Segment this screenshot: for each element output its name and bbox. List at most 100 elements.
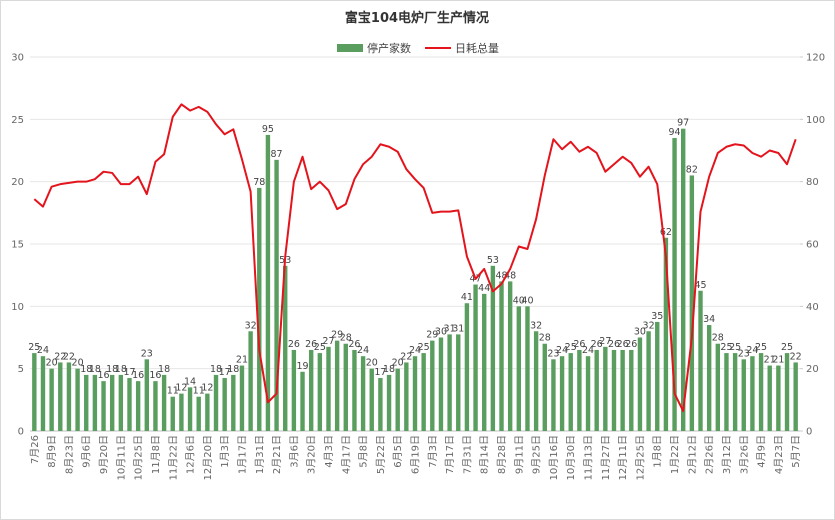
bar (724, 353, 729, 431)
bar (482, 293, 487, 431)
x-tick-label: 10月25日 (133, 435, 145, 480)
x-tick-label: 8月9日 (46, 435, 58, 468)
bar-value-label: 26 (617, 339, 629, 350)
bar (447, 334, 452, 431)
x-tick-label: 7月17日 (444, 435, 456, 474)
bar-value-label: 82 (686, 164, 698, 175)
bar (646, 331, 651, 431)
bar (637, 337, 643, 431)
bar (49, 368, 54, 431)
bar-value-label: 41 (461, 292, 473, 303)
bar-value-label: 16 (132, 370, 144, 381)
x-tick-label: 8月14日 (479, 435, 491, 474)
bar-value-label: 23 (738, 348, 750, 359)
x-tick-label: 8月23日 (63, 435, 75, 474)
bar-value-label: 31 (444, 323, 456, 334)
bar (66, 362, 72, 431)
y2-tick-label: 40 (806, 302, 819, 313)
bar-value-label: 16 (149, 370, 161, 381)
bar (239, 365, 245, 431)
bar (32, 353, 37, 431)
bar (438, 337, 444, 431)
bar-value-label: 28 (340, 333, 352, 344)
bar-value-label: 25 (720, 342, 732, 353)
bar (360, 356, 366, 431)
x-tick-label: 2月26日 (704, 435, 716, 474)
bar-value-label: 22 (63, 351, 75, 362)
bar (456, 334, 461, 431)
bar (257, 187, 262, 431)
bar (369, 368, 374, 431)
y-tick-label: 30 (11, 53, 24, 64)
x-tick-label: 4月3日 (323, 435, 335, 468)
bar (784, 353, 790, 431)
bar (334, 340, 340, 431)
bar-value-label: 28 (539, 333, 551, 344)
y2-tick-label: 20 (806, 364, 819, 375)
bar (274, 159, 279, 431)
x-tick-label: 7月3日 (427, 435, 439, 468)
bar-value-label: 22 (790, 351, 802, 362)
bar (568, 353, 573, 431)
bar (655, 321, 660, 431)
y-tick-label: 25 (11, 115, 24, 126)
bar-value-label: 22 (400, 351, 412, 362)
bar-value-label: 25 (755, 342, 767, 353)
bar (516, 306, 522, 431)
bar (629, 349, 634, 431)
bar-value-label: 94 (669, 127, 681, 138)
x-tick-label: 1月8日 (652, 435, 664, 468)
bar-value-label: 24 (746, 345, 758, 356)
bar (750, 356, 755, 431)
bar (300, 371, 305, 431)
bar-value-label: 20 (366, 358, 378, 369)
bar (144, 359, 149, 431)
bar (291, 349, 297, 431)
bar-value-label: 22 (54, 351, 66, 362)
bar-value-label: 18 (89, 364, 101, 375)
bar (378, 378, 383, 431)
bar (585, 356, 591, 431)
legend-label: 停产家数 (367, 41, 411, 55)
bar (689, 175, 695, 431)
bar (473, 284, 478, 431)
bar (758, 353, 764, 431)
x-tick-label: 12月6日 (185, 435, 197, 474)
bar-value-label: 29 (426, 330, 438, 341)
x-tick-label: 9月11日 (513, 435, 525, 474)
x-tick-label: 9月25日 (531, 435, 543, 474)
bar (499, 281, 504, 431)
bar-value-label: 25 (729, 342, 741, 353)
x-tick-label: 8月28日 (496, 435, 508, 474)
x-tick-label: 2月12日 (686, 435, 698, 474)
bar-value-label: 30 (435, 327, 447, 338)
bar-value-label: 20 (72, 358, 84, 369)
x-tick-label: 10月30日 (565, 435, 577, 480)
legend-label: 日耗总量 (455, 41, 499, 55)
x-tick-label: 4月9日 (756, 435, 768, 468)
x-tick-label: 1月17日 (236, 435, 248, 474)
x-tick-label: 1月31日 (254, 435, 266, 474)
x-tick-label: 11月27日 (600, 435, 612, 480)
bar (58, 362, 63, 431)
bar-value-label: 95 (262, 124, 274, 135)
bar-value-label: 20 (392, 358, 404, 369)
bar-value-label: 29 (331, 330, 343, 341)
bar (525, 306, 530, 431)
bar-value-label: 18 (80, 364, 92, 375)
bar-value-label: 32 (530, 320, 542, 331)
bar-value-label: 18 (210, 364, 222, 375)
bar (611, 349, 617, 431)
bar (317, 353, 323, 431)
bar-value-label: 12 (175, 383, 187, 394)
bar-value-label: 32 (643, 320, 655, 331)
bar (404, 362, 409, 431)
y-tick-label: 15 (11, 240, 24, 251)
y-tick-label: 0 (18, 427, 24, 438)
bar-value-label: 24 (582, 345, 594, 356)
legend-swatch (337, 44, 363, 52)
bar (205, 393, 210, 431)
bar (551, 359, 556, 431)
bar-value-label: 48 (495, 270, 507, 281)
